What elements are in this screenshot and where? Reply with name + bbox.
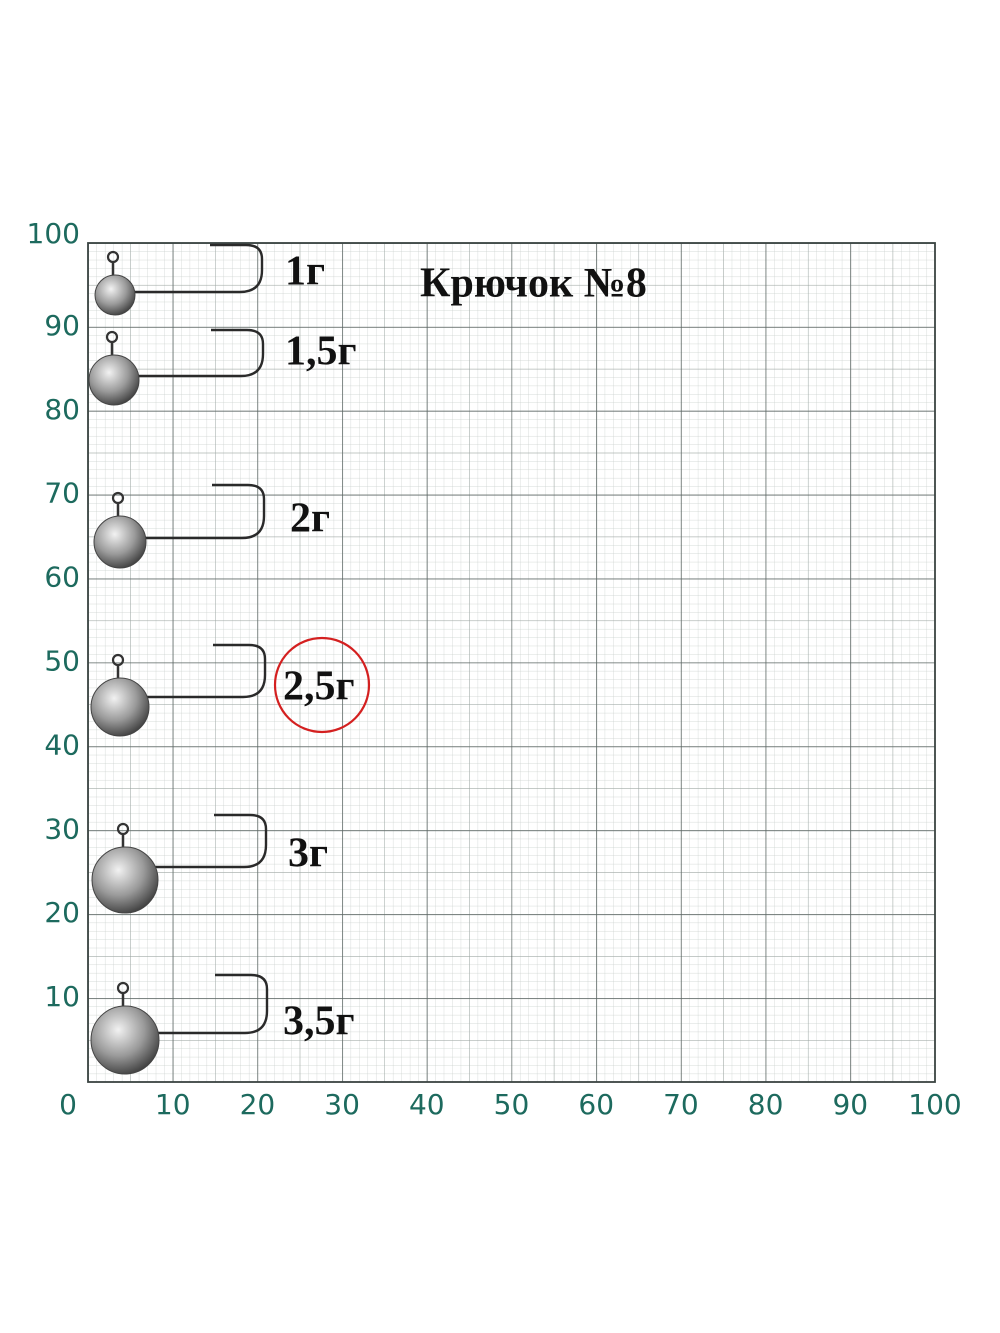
- lead-head: [93, 515, 147, 569]
- x-tick-label: 50: [494, 1088, 530, 1121]
- hook: [145, 643, 267, 699]
- weight-label: 1г: [285, 249, 325, 295]
- lead-head: [91, 846, 159, 914]
- highlight-circle: [273, 636, 371, 734]
- lead-head: [88, 354, 140, 406]
- x-tick-label: 30: [324, 1088, 360, 1121]
- x-tick-label: 10: [155, 1088, 191, 1121]
- graph-paper: [87, 242, 936, 1083]
- x-tick-label: 80: [748, 1088, 784, 1121]
- eye: [116, 981, 130, 995]
- weight-label: 2г: [290, 496, 330, 542]
- eye: [116, 822, 130, 836]
- y-tick-label: 10: [44, 980, 80, 1013]
- weight-label: 3г: [288, 831, 328, 877]
- y-tick-label: 80: [44, 393, 80, 426]
- hook: [154, 813, 268, 869]
- weight-label: 1,5г: [285, 329, 357, 375]
- y-tick-label: 70: [44, 477, 80, 510]
- eye: [111, 491, 125, 505]
- y-tick-label: 20: [44, 896, 80, 929]
- lead-head: [90, 1005, 160, 1075]
- x-tick-label: 70: [663, 1088, 699, 1121]
- y-tick-label: 50: [44, 645, 80, 678]
- eye: [105, 330, 119, 344]
- title: Крючок №8: [420, 261, 647, 307]
- eye: [111, 653, 125, 667]
- hook: [142, 483, 266, 540]
- y-tick-label: 30: [44, 812, 80, 845]
- weight-label: 2,5г: [283, 664, 355, 710]
- x-tick-label: 90: [832, 1088, 868, 1121]
- x-tick-label: 40: [409, 1088, 445, 1121]
- eye: [106, 250, 120, 264]
- y-tick-label: 90: [44, 309, 80, 342]
- lead-head: [94, 274, 136, 316]
- lead-head: [90, 677, 150, 737]
- x-tick-label: 20: [240, 1088, 276, 1121]
- hook: [155, 973, 269, 1035]
- x-tick-label: 0: [59, 1088, 77, 1121]
- y-tick-label: 100: [27, 217, 80, 250]
- x-tick-label: 60: [578, 1088, 614, 1121]
- weight-label: 3,5г: [283, 999, 355, 1045]
- y-tick-label: 60: [44, 561, 80, 594]
- y-tick-label: 40: [44, 728, 80, 761]
- hook: [135, 328, 265, 378]
- x-tick-label: 100: [908, 1088, 961, 1121]
- hook: [131, 243, 264, 294]
